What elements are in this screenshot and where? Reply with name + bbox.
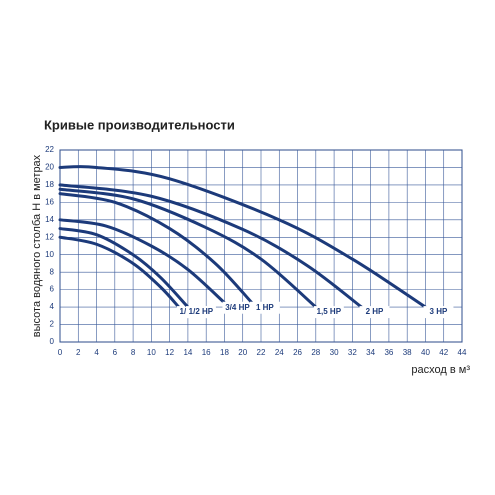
label-box bbox=[222, 301, 253, 314]
x-tick-label: 22 bbox=[257, 348, 266, 357]
curve-label: 2 HP bbox=[366, 307, 384, 316]
x-tick-label: 38 bbox=[403, 348, 412, 357]
x-tick-label: 0 bbox=[58, 348, 63, 357]
curve bbox=[58, 192, 254, 305]
y-tick-label: 2 bbox=[50, 320, 55, 329]
y-tick-label: 10 bbox=[45, 250, 54, 259]
curve bbox=[58, 227, 190, 309]
x-tick-label: 4 bbox=[94, 348, 99, 357]
y-tick-label: 14 bbox=[45, 215, 54, 224]
curve bbox=[58, 187, 318, 309]
x-tick-label: 14 bbox=[183, 348, 192, 357]
y-tick-label: 4 bbox=[50, 302, 55, 311]
y-tick-label: 20 bbox=[45, 163, 54, 172]
curve-label: 3 HP bbox=[430, 307, 448, 316]
label-box bbox=[423, 306, 454, 319]
x-tick-label: 12 bbox=[165, 348, 174, 357]
label-box bbox=[249, 301, 280, 314]
y-axis-label: высота водяного столба H в метрах bbox=[31, 154, 43, 337]
x-tick-label: 10 bbox=[147, 348, 156, 357]
curve bbox=[58, 165, 427, 309]
x-tick-label: 18 bbox=[220, 348, 229, 357]
y-tick-label: 12 bbox=[45, 232, 54, 241]
x-axis-label: расход в м³ bbox=[411, 364, 470, 376]
label-box bbox=[313, 306, 344, 319]
curve-label: 1/2 HP bbox=[189, 307, 214, 316]
x-tick-label: 30 bbox=[330, 348, 339, 357]
x-tick-label: 8 bbox=[131, 348, 136, 357]
y-tick-label: 0 bbox=[50, 337, 55, 346]
y-tick-label: 18 bbox=[45, 180, 54, 189]
x-tick-label: 20 bbox=[238, 348, 247, 357]
curve-label: 3/4 HP bbox=[225, 303, 250, 312]
label-box bbox=[359, 306, 390, 319]
y-tick-label: 16 bbox=[45, 197, 54, 206]
curve bbox=[58, 218, 226, 305]
x-tick-label: 44 bbox=[458, 348, 467, 357]
curve-label: 1,5 HP bbox=[317, 307, 342, 316]
chart-title: Кривые производительности bbox=[44, 117, 235, 132]
curve bbox=[58, 235, 181, 309]
x-tick-label: 42 bbox=[439, 348, 448, 357]
x-tick-label: 40 bbox=[421, 348, 430, 357]
x-tick-label: 28 bbox=[311, 348, 320, 357]
x-tick-label: 26 bbox=[293, 348, 302, 357]
x-tick-label: 2 bbox=[76, 348, 81, 357]
y-tick-label: 8 bbox=[50, 267, 55, 276]
x-tick-label: 6 bbox=[113, 348, 118, 357]
x-tick-label: 34 bbox=[366, 348, 375, 357]
x-tick-label: 36 bbox=[384, 348, 393, 357]
y-tick-label: 22 bbox=[45, 145, 54, 154]
x-tick-label: 24 bbox=[275, 348, 284, 357]
x-tick-label: 16 bbox=[202, 348, 211, 357]
curve-label: 1 HP bbox=[256, 303, 274, 312]
y-tick-label: 6 bbox=[50, 285, 55, 294]
curve bbox=[58, 183, 363, 309]
label-box bbox=[185, 306, 216, 319]
x-tick-label: 32 bbox=[348, 348, 357, 357]
